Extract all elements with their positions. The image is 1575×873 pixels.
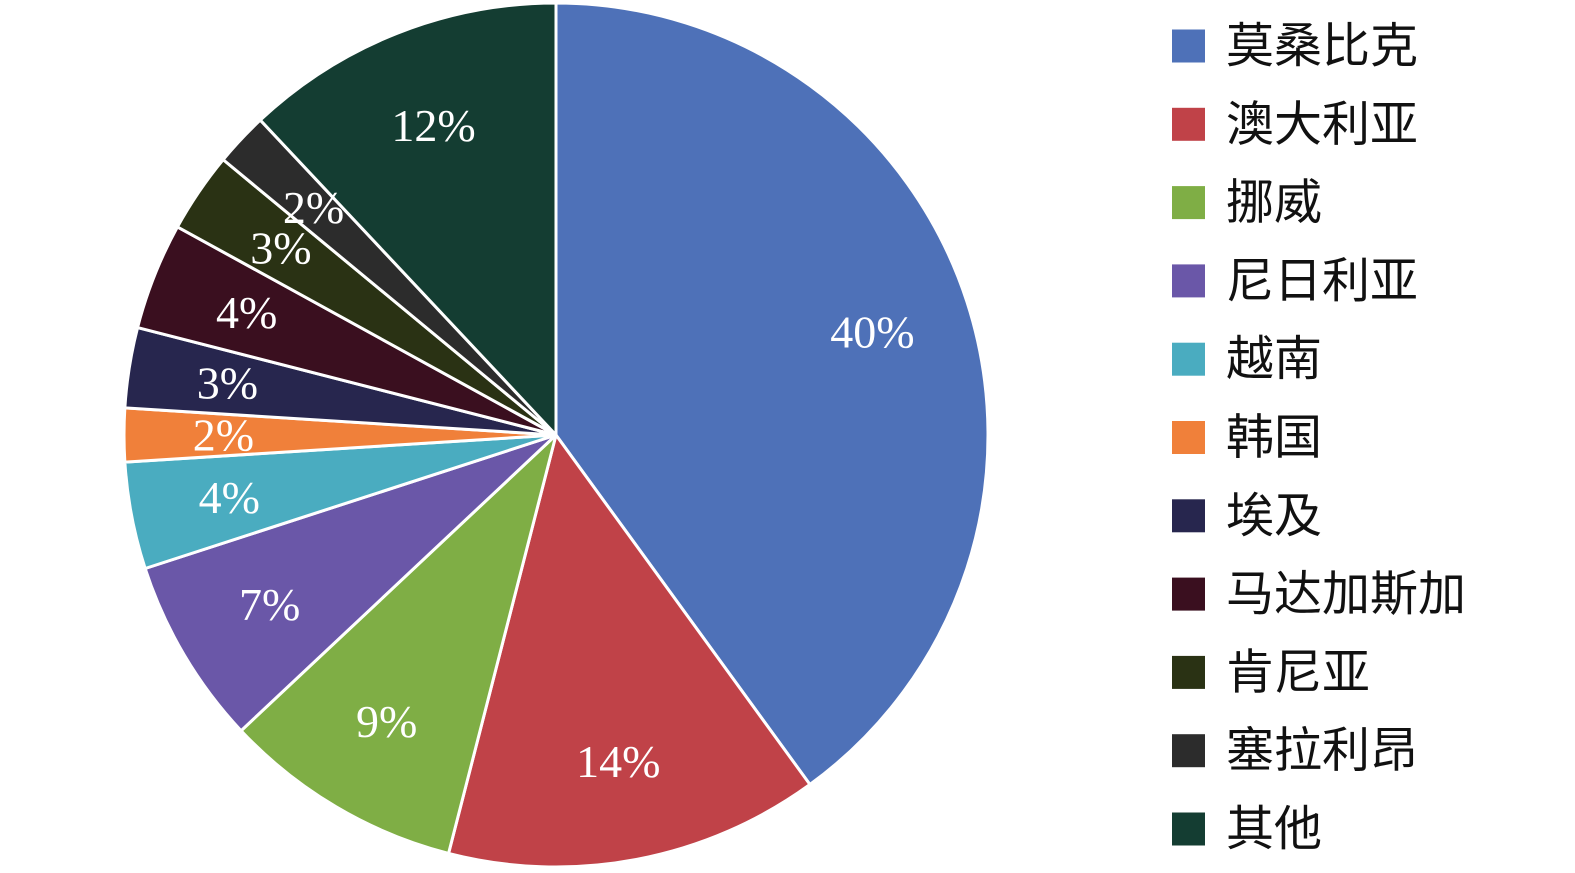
slice-label-2: 9% [356,696,417,747]
legend-label-9: 塞拉利昂 [1226,723,1418,779]
pie-slice-0 [554,1,990,786]
legend-swatch-9 [1172,734,1205,768]
legend-swatch-3 [1172,264,1205,298]
pie-slice-3 [143,433,558,733]
legend-swatch-8 [1172,655,1205,689]
slice-label-0: 40% [830,307,914,358]
legend-label-0: 莫桑比克 [1226,18,1418,74]
pie-slice-10 [258,1,558,437]
legend-label-4: 越南 [1226,331,1322,387]
legend-label-6: 埃及 [1226,488,1322,544]
legend-swatch-4 [1172,342,1205,376]
slice-label-5: 2% [193,410,254,461]
legend-label-5: 韩国 [1226,410,1322,466]
slice-label-4: 4% [199,472,260,523]
slice-label-10: 12% [391,100,475,151]
legend-swatch-5 [1172,421,1205,454]
legend-label-10: 其他 [1226,801,1322,857]
legend-swatch-2 [1172,186,1205,220]
slice-label-6: 3% [197,357,258,408]
pie-slice-1 [447,433,812,869]
legend-swatch-7 [1172,577,1205,611]
legend-label-8: 肯尼亚 [1226,644,1370,700]
pie-labels: 40%14%9%7%4%2%3%4%3%2%12% [193,100,915,787]
legend-swatch-10 [1172,812,1205,846]
legend-swatch-1 [1172,107,1205,141]
legend-label-1: 澳大利亚 [1226,96,1418,152]
legend-label-2: 挪威 [1226,175,1322,231]
legend-label-3: 尼日利亚 [1226,253,1418,309]
legend-swatch-0 [1172,29,1205,63]
slice-label-7: 4% [216,287,277,338]
slice-label-8: 3% [250,223,311,274]
legend-label-7: 马达加斯加 [1226,566,1466,622]
legend-swatch-6 [1172,499,1205,533]
slice-label-3: 7% [239,579,300,630]
slice-label-1: 14% [576,736,660,787]
slice-label-9: 2% [283,182,344,233]
pie-slices [122,1,990,869]
pie-slice-2 [239,433,558,855]
